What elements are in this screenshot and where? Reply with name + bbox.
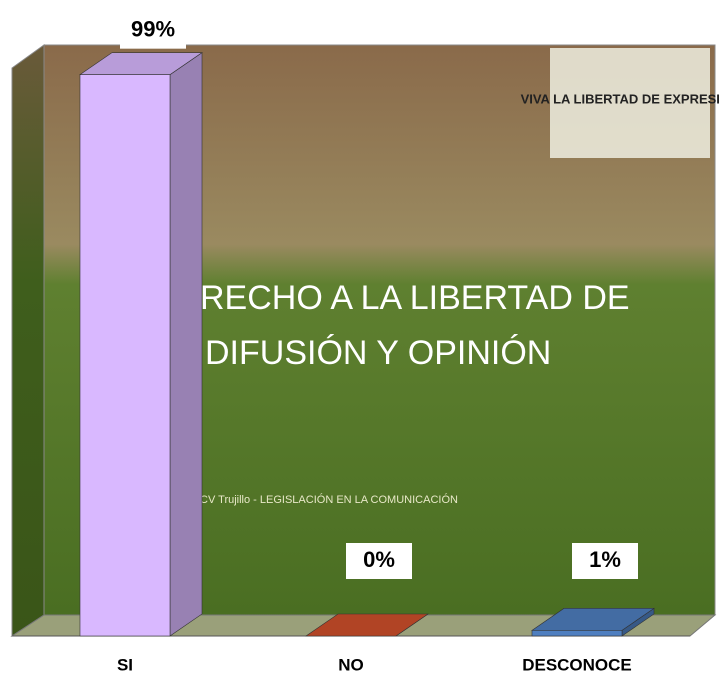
- value-label: 99%: [131, 16, 175, 41]
- chart: VIVA LA LIBERTAD DE EXPRESIÓN RECHO A LA…: [0, 0, 719, 677]
- background-title: DIFUSIÓN Y OPINIÓN: [205, 334, 551, 372]
- bar: [532, 630, 622, 636]
- value-label: 0%: [363, 547, 395, 572]
- side-wall: [12, 45, 44, 636]
- x-tick-label: DESCONOCE: [522, 655, 632, 674]
- value-label: 1%: [589, 547, 621, 572]
- poster-text: VIVA LA LIBERTAD DE EXPRESIÓN: [521, 91, 719, 106]
- background-subtitle: CV Trujillo - LEGISLACIÓN EN LA COMUNICA…: [200, 493, 458, 506]
- bar: [80, 75, 170, 636]
- bar-side: [170, 53, 202, 636]
- x-tick-label: NO: [338, 655, 364, 674]
- background-title: RECHO A LA LIBERTAD DE: [200, 279, 630, 317]
- x-tick-label: SI: [117, 655, 133, 674]
